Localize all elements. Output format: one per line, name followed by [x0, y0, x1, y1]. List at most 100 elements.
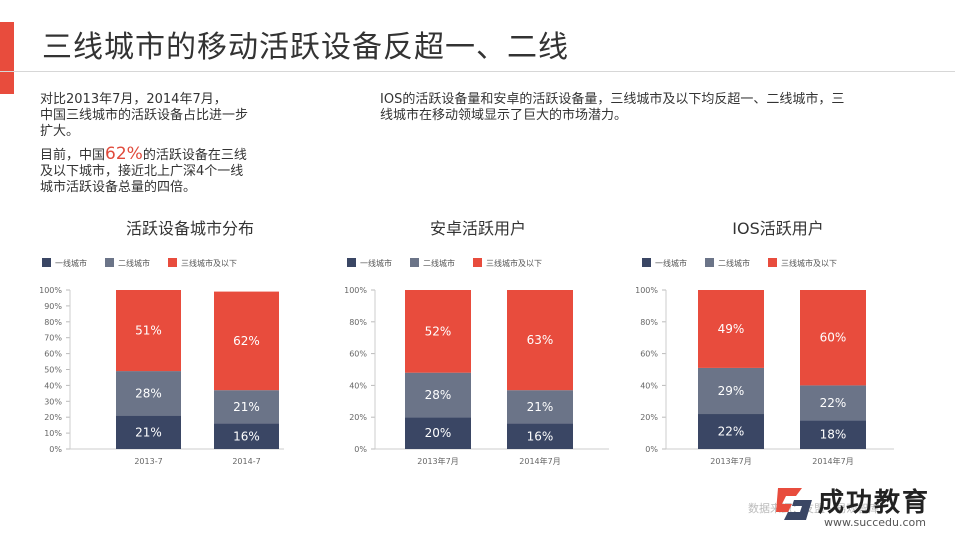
legend-swatch: [410, 258, 419, 267]
bar-value-label: 28%: [135, 386, 162, 400]
bar-value-label: 22%: [820, 396, 847, 410]
y-tick-label: 20%: [349, 413, 367, 422]
y-tick-label: 40%: [349, 381, 367, 390]
title-divider: [0, 71, 955, 72]
bar-segment: [800, 385, 866, 421]
intro-left-paragraph-2: 目前，中国62%的活跃设备在三线 及以下城市，接近北上广深4个一线 城市活跃设备…: [40, 146, 300, 196]
bar-value-label: 51%: [135, 324, 162, 338]
legend-swatch: [705, 258, 714, 267]
bar-segment: [214, 423, 279, 449]
legend-label: 三线城市及以下: [781, 258, 837, 268]
legend-label: 一线城市: [55, 258, 87, 268]
legend-swatch: [168, 258, 177, 267]
bar-value-label: 21%: [233, 400, 260, 414]
intro-right-line: IOS的活跃设备量和安卓的活跃设备量，三线城市及以下均反超一、二线城市，三: [380, 92, 845, 107]
legend-swatch: [642, 258, 651, 267]
brand-logo: 成功教育 www.succedu.com: [772, 480, 948, 536]
legend-swatch: [42, 258, 51, 267]
y-tick-label: 0%: [354, 445, 367, 454]
intro-right: IOS的活跃设备量和安卓的活跃设备量，三线城市及以下均反超一、二线城市，三 线城…: [380, 92, 920, 130]
y-tick-label: 100%: [635, 286, 658, 295]
legend-swatch: [105, 258, 114, 267]
bar-value-label: 16%: [233, 429, 260, 443]
bar-segment: [507, 390, 573, 424]
y-tick-label: 30%: [44, 397, 62, 406]
bar-segment: [214, 291, 279, 391]
y-tick-label: 100%: [344, 286, 367, 295]
title-accent-bar: [0, 22, 14, 94]
bar-value-label: 16%: [527, 429, 554, 443]
y-tick-label: 20%: [640, 413, 658, 422]
legend-label: 二线城市: [718, 258, 750, 268]
intro-left-line: 对比2013年7月，2014年7月，: [40, 92, 227, 107]
highlight-percentage: 62%: [105, 144, 143, 164]
legend-label: 一线城市: [360, 258, 392, 268]
bar-segment: [214, 390, 279, 424]
y-tick-label: 50%: [44, 366, 62, 375]
bar-value-label: 63%: [527, 333, 554, 347]
logo-url: www.succedu.com: [824, 516, 926, 529]
y-tick-label: 80%: [349, 318, 367, 327]
bar-segment: [116, 415, 181, 449]
y-tick-label: 60%: [349, 350, 367, 359]
y-tick-label: 60%: [44, 350, 62, 359]
y-tick-label: 80%: [640, 318, 658, 327]
legend-swatch: [768, 258, 777, 267]
legend-swatch: [473, 258, 482, 267]
y-tick-label: 10%: [44, 429, 62, 438]
x-tick-label: 2014年7月: [812, 456, 853, 466]
y-tick-label: 0%: [645, 445, 658, 454]
legend-label: 三线城市及以下: [181, 258, 237, 268]
bar-value-label: 20%: [425, 426, 452, 440]
legend-label: 二线城市: [423, 258, 455, 268]
bar-value-label: 60%: [820, 331, 847, 345]
x-tick-label: 2013-7: [134, 457, 162, 466]
bar-value-label: 22%: [718, 425, 745, 439]
x-tick-label: 2014-7: [232, 457, 260, 466]
bar-segment: [698, 414, 764, 449]
bar-segment: [800, 290, 866, 386]
legend-label: 三线城市及以下: [486, 258, 542, 268]
bar-segment: [405, 372, 471, 418]
intro-left-text: 的活跃设备在三线: [142, 148, 247, 163]
x-tick-label: 2013年7月: [710, 456, 751, 466]
chart-title: 活跃设备城市分布: [126, 219, 254, 238]
y-tick-label: 70%: [44, 334, 62, 343]
bar-segment: [507, 423, 573, 449]
intro-left-line: 中国三线城市的活跃设备占比进一步: [40, 108, 249, 123]
y-tick-label: 100%: [39, 286, 62, 295]
intro-right-line: 线城市在移动领域显示了巨大的市场潜力。: [380, 108, 628, 123]
intro-left-text: 目前，中国: [40, 148, 106, 163]
slide-title: 三线城市的移动活跃设备反超一、二线: [42, 30, 569, 65]
bar-segment: [698, 367, 764, 415]
bar-segment: [507, 290, 573, 391]
bar-value-label: 29%: [718, 384, 745, 398]
bar-segment: [405, 417, 471, 449]
bar-segment: [116, 290, 181, 372]
legend-swatch: [347, 258, 356, 267]
y-tick-label: 80%: [44, 318, 62, 327]
bar-value-label: 21%: [527, 400, 554, 414]
intro-left: 对比2013年7月，2014年7月， 中国三线城市的活跃设备占比进一步 扩大。 …: [40, 92, 300, 202]
bar-value-label: 21%: [135, 425, 162, 439]
bar-segment: [800, 420, 866, 449]
bar-segment: [698, 290, 764, 368]
intro-left-paragraph-1: 对比2013年7月，2014年7月， 中国三线城市的活跃设备占比进一步 扩大。: [40, 92, 300, 140]
bar-value-label: 18%: [820, 428, 847, 442]
y-tick-label: 60%: [640, 350, 658, 359]
bar-value-label: 62%: [233, 334, 260, 348]
bar-value-label: 49%: [718, 322, 745, 336]
intro-left-line: 及以下城市，接近北上广深4个一线: [40, 164, 244, 179]
bar-value-label: 52%: [425, 324, 452, 338]
y-tick-label: 40%: [640, 381, 658, 390]
x-tick-label: 2013年7月: [417, 456, 458, 466]
y-tick-label: 90%: [44, 302, 62, 311]
y-tick-label: 40%: [44, 381, 62, 390]
bar-segment: [116, 371, 181, 416]
bar-segment: [405, 290, 471, 373]
logo-name: 成功教育: [818, 488, 931, 518]
chart-title: 安卓活跃用户: [430, 219, 526, 238]
